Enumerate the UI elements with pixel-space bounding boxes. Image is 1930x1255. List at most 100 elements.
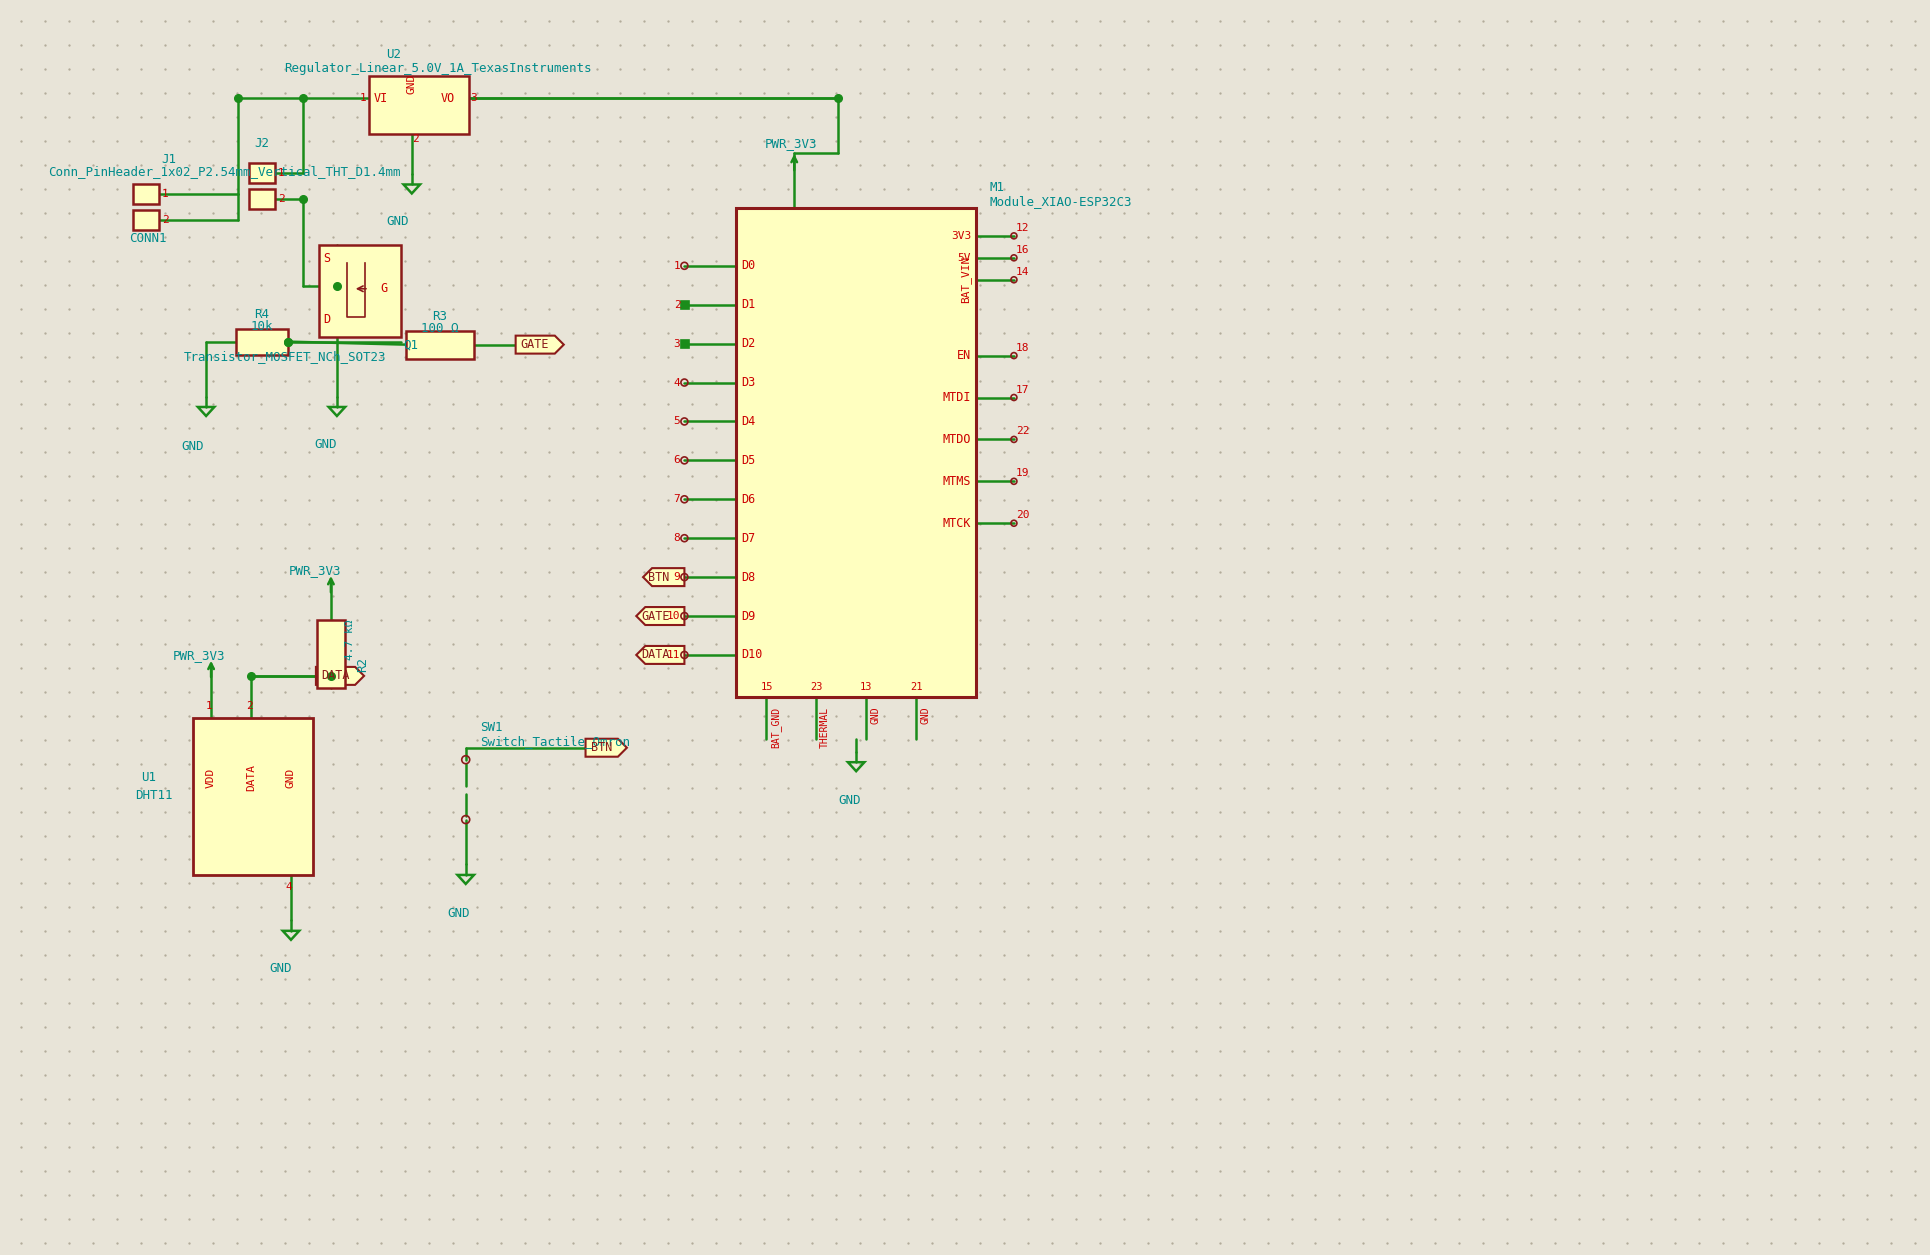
Text: EN: EN (957, 349, 971, 363)
Text: GND: GND (407, 74, 417, 94)
Text: J2: J2 (255, 137, 268, 149)
Text: GND: GND (386, 216, 409, 228)
Text: 15: 15 (760, 681, 772, 692)
FancyBboxPatch shape (405, 330, 473, 359)
FancyBboxPatch shape (193, 718, 313, 876)
Text: D3: D3 (741, 376, 755, 389)
Text: Conn_PinHeader_1x02_P2.54mm_Vertical_THT_D1.4mm: Conn_PinHeader_1x02_P2.54mm_Vertical_THT… (48, 166, 401, 178)
Polygon shape (637, 646, 685, 664)
FancyBboxPatch shape (235, 329, 288, 355)
Text: R4: R4 (255, 309, 270, 321)
FancyBboxPatch shape (249, 163, 274, 183)
Polygon shape (317, 666, 365, 685)
Text: GND: GND (286, 768, 295, 788)
Text: 13: 13 (861, 681, 872, 692)
Text: 1: 1 (361, 93, 367, 103)
Text: 4: 4 (286, 882, 291, 892)
Text: VO: VO (440, 92, 455, 104)
Text: Module_XIAO-ESP32C3: Module_XIAO-ESP32C3 (990, 196, 1133, 208)
Text: U1: U1 (141, 771, 156, 784)
Text: 1: 1 (162, 190, 170, 200)
Text: R3: R3 (432, 310, 448, 324)
FancyBboxPatch shape (133, 184, 158, 205)
Text: GND: GND (181, 441, 205, 453)
Text: THERMAL: THERMAL (820, 707, 830, 748)
Text: Q1: Q1 (403, 338, 417, 351)
Text: GATE: GATE (521, 338, 550, 351)
FancyBboxPatch shape (681, 301, 689, 309)
Text: 2: 2 (411, 134, 419, 144)
Text: D6: D6 (741, 493, 755, 506)
Text: D1: D1 (741, 299, 755, 311)
Text: D7: D7 (741, 532, 755, 545)
Text: 8: 8 (674, 533, 681, 543)
Text: 5: 5 (674, 417, 681, 427)
Text: GND: GND (315, 438, 336, 451)
Text: 5V: 5V (957, 252, 971, 262)
Text: PWR_3V3: PWR_3V3 (174, 649, 226, 663)
FancyBboxPatch shape (317, 620, 345, 688)
Text: 18: 18 (1015, 343, 1029, 353)
Text: D5: D5 (741, 454, 755, 467)
FancyBboxPatch shape (133, 210, 158, 230)
Text: GND: GND (268, 961, 291, 975)
Text: 23: 23 (811, 681, 822, 692)
Text: BAT_VIN: BAT_VIN (959, 256, 971, 304)
Text: 2: 2 (162, 215, 170, 225)
Text: GND: GND (448, 907, 471, 920)
Text: D10: D10 (741, 649, 762, 661)
Text: 1: 1 (207, 700, 212, 710)
Text: U2: U2 (386, 48, 401, 60)
Text: 19: 19 (1015, 468, 1029, 478)
Text: 10: 10 (668, 611, 681, 621)
Text: BAT_GND: BAT_GND (770, 707, 782, 748)
Text: DHT11: DHT11 (135, 789, 172, 802)
Text: 20: 20 (1015, 511, 1029, 521)
Text: MTDO: MTDO (942, 433, 971, 446)
Text: DATA: DATA (641, 649, 670, 661)
Text: D2: D2 (741, 338, 755, 350)
Text: DATA: DATA (245, 764, 257, 791)
Text: 14: 14 (1015, 267, 1029, 277)
Text: PWR_3V3: PWR_3V3 (290, 563, 342, 576)
Text: D0: D0 (741, 260, 755, 272)
Text: J1: J1 (162, 153, 176, 166)
Text: 4: 4 (674, 378, 681, 388)
FancyBboxPatch shape (369, 77, 469, 134)
Text: VI: VI (374, 92, 388, 104)
Text: GATE: GATE (641, 610, 670, 622)
Text: GND: GND (921, 707, 930, 724)
Text: 2: 2 (245, 700, 253, 710)
Polygon shape (637, 607, 685, 625)
Text: GND: GND (838, 794, 861, 807)
Text: 10k: 10k (251, 320, 274, 333)
Text: Switch_Tactile_Omron: Switch_Tactile_Omron (481, 735, 629, 748)
Text: 3: 3 (674, 339, 681, 349)
Text: BTN: BTN (591, 742, 612, 754)
Polygon shape (643, 569, 685, 586)
Text: 100 Ω: 100 Ω (421, 323, 459, 335)
Text: MTMS: MTMS (942, 474, 971, 488)
Text: 12: 12 (1015, 223, 1029, 233)
FancyBboxPatch shape (737, 208, 977, 697)
Text: DATA: DATA (320, 669, 349, 683)
Text: 3V3: 3V3 (951, 231, 971, 241)
Text: MTCK: MTCK (942, 517, 971, 530)
Text: 21: 21 (911, 681, 923, 692)
Text: MTDI: MTDI (942, 392, 971, 404)
Text: R2: R2 (357, 658, 369, 673)
Text: 11: 11 (668, 650, 681, 660)
FancyBboxPatch shape (318, 245, 401, 336)
Text: D4: D4 (741, 415, 755, 428)
Text: Transistor_MOSFET_NCh_SOT23: Transistor_MOSFET_NCh_SOT23 (183, 350, 386, 363)
Text: 17: 17 (1015, 384, 1029, 394)
Text: SW1: SW1 (481, 722, 502, 734)
Text: 16: 16 (1015, 245, 1029, 255)
Text: 1: 1 (674, 261, 681, 271)
Text: 7: 7 (674, 494, 681, 505)
Text: D8: D8 (741, 571, 755, 584)
FancyBboxPatch shape (681, 340, 689, 348)
Polygon shape (515, 335, 564, 354)
Polygon shape (585, 739, 627, 757)
Text: 2: 2 (674, 300, 681, 310)
